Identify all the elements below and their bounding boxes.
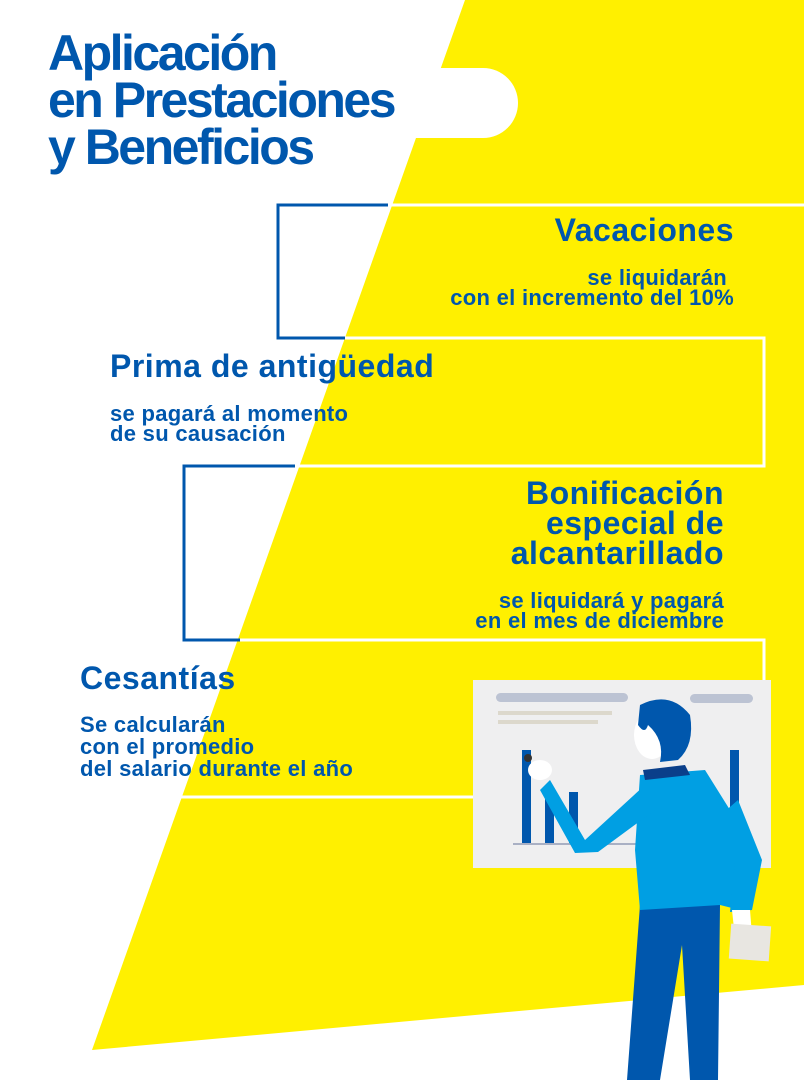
section-text: en el mes de diciembre	[475, 608, 724, 633]
bonificacion-bracket	[182, 464, 295, 642]
section-text: Se calcularán	[80, 712, 226, 737]
section-text: se pagará al momento	[110, 401, 349, 426]
section-text: de su causación	[110, 421, 286, 446]
section-heading: Vacaciones	[554, 212, 734, 248]
title-line: en Prestaciones	[48, 72, 397, 128]
section-text: del salario durante el año	[80, 756, 354, 781]
section-text: se liquidarán	[587, 265, 727, 290]
heading-line: especial de	[545, 505, 724, 541]
section-text: con el promedio	[80, 734, 255, 759]
title-highlight	[40, 68, 518, 138]
heading-line: alcantarillado	[510, 535, 724, 571]
title-line: Aplicación	[48, 25, 278, 81]
person-presenting-illustration	[473, 680, 772, 1080]
cesantias-frame	[240, 638, 766, 682]
board-bar	[569, 792, 578, 844]
section-heading: Cesantías	[80, 660, 236, 696]
prima-frame	[295, 336, 766, 468]
section-text: con el incremento del 10%	[450, 285, 734, 310]
board-bar	[522, 750, 531, 844]
section-heading: Bonificación especial de alcantarillado	[510, 475, 724, 571]
board-bar	[545, 790, 554, 844]
heading-line: Bonificación	[525, 475, 724, 511]
section-text: se liquidará y pagará	[498, 588, 724, 613]
title-line: y Beneficios	[48, 119, 315, 175]
page-title: Aplicación en Prestaciones y Beneficios	[48, 25, 397, 175]
board-bar	[730, 750, 739, 844]
section-heading: Prima de antigüedad	[110, 348, 435, 384]
vacaciones-bracket	[276, 203, 388, 340]
